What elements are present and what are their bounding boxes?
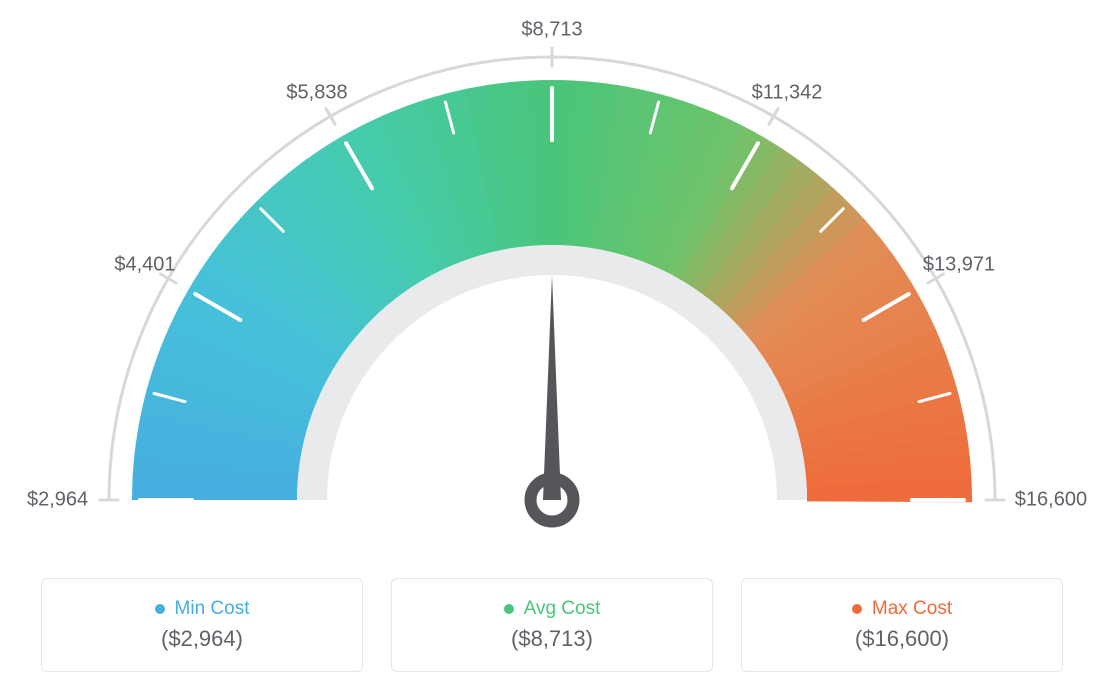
gauge-svg	[0, 0, 1104, 560]
legend-label-min: Min Cost	[175, 598, 250, 620]
legend-title-min: Min Cost	[155, 598, 250, 620]
legend-card-max: Max Cost ($16,600)	[741, 578, 1063, 672]
legend-dot-min	[155, 604, 165, 614]
gauge-area: $2,964$4,401$5,838$8,713$11,342$13,971$1…	[0, 0, 1104, 560]
legend-value-avg: ($8,713)	[511, 626, 593, 652]
cost-gauge-widget: $2,964$4,401$5,838$8,713$11,342$13,971$1…	[0, 0, 1104, 690]
legend-title-avg: Avg Cost	[504, 598, 601, 620]
legend-label-max: Max Cost	[872, 598, 952, 620]
legend-card-avg: Avg Cost ($8,713)	[391, 578, 713, 672]
legend-label-avg: Avg Cost	[524, 598, 601, 620]
legend-value-min: ($2,964)	[161, 626, 243, 652]
gauge-needle	[543, 275, 561, 500]
legend-dot-avg	[504, 604, 514, 614]
legend-row: Min Cost ($2,964) Avg Cost ($8,713) Max …	[0, 578, 1104, 672]
legend-dot-max	[852, 604, 862, 614]
legend-title-max: Max Cost	[852, 598, 952, 620]
legend-card-min: Min Cost ($2,964)	[41, 578, 363, 672]
legend-value-max: ($16,600)	[855, 626, 949, 652]
